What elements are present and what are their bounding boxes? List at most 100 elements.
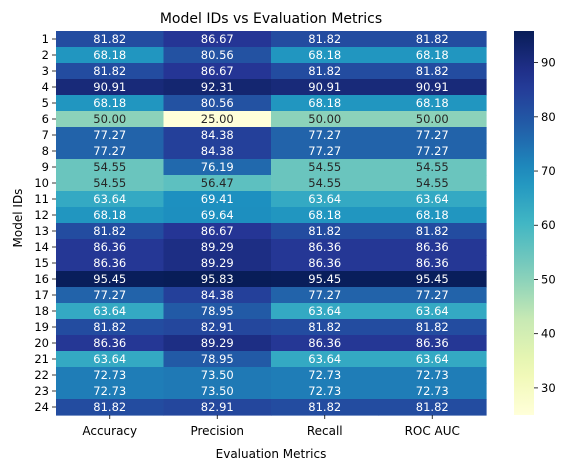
heatmap-cell	[163, 143, 272, 160]
y-tick-label: 10	[34, 176, 49, 190]
cell-value-label: 77.27	[308, 128, 341, 142]
cell-value-label: 86.36	[416, 336, 449, 350]
heatmap-cell	[56, 383, 165, 400]
cell-value-label: 95.45	[308, 272, 341, 286]
heatmap-cell	[163, 175, 272, 192]
heatmap-cell	[163, 191, 272, 208]
cell-value-label: 81.82	[416, 400, 449, 414]
y-tick-label: 21	[34, 352, 49, 366]
heatmap-cell	[56, 47, 165, 64]
cell-value-label: 63.64	[93, 192, 126, 206]
cell-value-label: 68.18	[93, 48, 126, 62]
cell-value-label: 80.56	[201, 96, 234, 110]
cell-value-label: 95.45	[93, 272, 126, 286]
heatmap-cell	[378, 111, 487, 128]
heatmap-cell	[163, 383, 272, 400]
heatmap-cell	[56, 271, 165, 288]
colorbar-tick-label: 80	[541, 110, 556, 124]
y-tick-label: 11	[34, 192, 49, 206]
cell-value-label: 81.82	[93, 320, 126, 334]
heatmap-cell	[378, 95, 487, 112]
heatmap-cell	[163, 127, 272, 144]
cell-value-label: 54.55	[308, 160, 341, 174]
heatmap-cell	[378, 63, 487, 80]
heatmap-cell	[271, 143, 380, 160]
heatmap-cell	[271, 191, 380, 208]
cell-value-label: 86.36	[308, 336, 341, 350]
cell-value-label: 25.00	[201, 112, 234, 126]
cell-value-label: 81.82	[308, 224, 341, 238]
cell-value-label: 90.91	[93, 80, 126, 94]
y-tick-label: 24	[34, 400, 49, 414]
heatmap-cells	[56, 31, 487, 416]
cell-value-label: 68.18	[416, 208, 449, 222]
chart-title: Model IDs vs Evaluation Metrics	[160, 11, 382, 27]
cell-value-label: 72.73	[416, 368, 449, 382]
cell-value-label: 54.55	[416, 176, 449, 190]
heatmap-cell	[163, 399, 272, 416]
cell-value-label: 68.18	[93, 96, 126, 110]
cell-value-label: 54.55	[93, 176, 126, 190]
cell-value-label: 77.27	[308, 288, 341, 302]
heatmap-cell	[271, 127, 380, 144]
colorbar-tick-label: 90	[541, 56, 556, 70]
cell-value-label: 77.27	[93, 288, 126, 302]
heatmap-cell	[163, 271, 272, 288]
heatmap-cell	[271, 319, 380, 336]
cell-value-label: 77.27	[93, 128, 126, 142]
heatmap-cell	[163, 335, 272, 352]
heatmap-cell	[271, 63, 380, 80]
heatmap-cell	[271, 367, 380, 384]
heatmap-cell	[56, 175, 165, 192]
heatmap-cell	[56, 367, 165, 384]
heatmap-cell	[378, 351, 487, 368]
heatmap-cell	[56, 319, 165, 336]
heatmap-cell	[271, 271, 380, 288]
cell-value-label: 54.55	[93, 160, 126, 174]
cell-value-label: 63.64	[416, 192, 449, 206]
heatmap-cell	[378, 191, 487, 208]
x-axis-label: Evaluation Metrics	[216, 447, 327, 461]
cell-value-label: 68.18	[308, 96, 341, 110]
cell-value-label: 81.82	[416, 320, 449, 334]
cell-value-label: 72.73	[416, 384, 449, 398]
cell-value-label: 77.27	[416, 288, 449, 302]
cell-value-label: 86.36	[416, 256, 449, 270]
cell-value-label: 63.64	[308, 352, 341, 366]
heatmap-cell	[56, 191, 165, 208]
cell-value-label: 81.82	[308, 64, 341, 78]
y-axis-label: Model IDs	[11, 189, 25, 248]
cell-value-label: 63.64	[308, 304, 341, 318]
heatmap-cell	[56, 111, 165, 128]
heatmap-cell	[56, 127, 165, 144]
heatmap-cell	[163, 303, 272, 320]
cell-value-label: 81.82	[308, 320, 341, 334]
cell-value-label: 68.18	[416, 48, 449, 62]
heatmap-cell	[163, 319, 272, 336]
heatmap-cell	[378, 175, 487, 192]
heatmap-cell	[56, 143, 165, 160]
heatmap-cell	[378, 223, 487, 240]
heatmap-cell	[271, 95, 380, 112]
cell-value-label: 89.29	[201, 336, 234, 350]
heatmap-cell	[56, 63, 165, 80]
cell-value-label: 81.82	[416, 224, 449, 238]
cell-value-label: 50.00	[416, 112, 449, 126]
cell-value-label: 89.29	[201, 256, 234, 270]
heatmap-cell	[378, 207, 487, 224]
heatmap-cell	[378, 303, 487, 320]
cell-value-label: 50.00	[308, 112, 341, 126]
cell-value-label: 82.91	[201, 320, 234, 334]
cell-value-label: 63.64	[416, 304, 449, 318]
cell-value-label: 72.73	[93, 384, 126, 398]
cell-value-label: 50.00	[93, 112, 126, 126]
heatmap-cell	[163, 223, 272, 240]
heatmap-cell	[163, 367, 272, 384]
heatmap-cell	[378, 335, 487, 352]
y-tick-label: 2	[42, 48, 49, 62]
cell-value-label: 77.27	[416, 128, 449, 142]
heatmap-cell	[378, 143, 487, 160]
cell-value-label: 81.82	[93, 224, 126, 238]
heatmap-cell	[271, 335, 380, 352]
heatmap-cell	[378, 127, 487, 144]
